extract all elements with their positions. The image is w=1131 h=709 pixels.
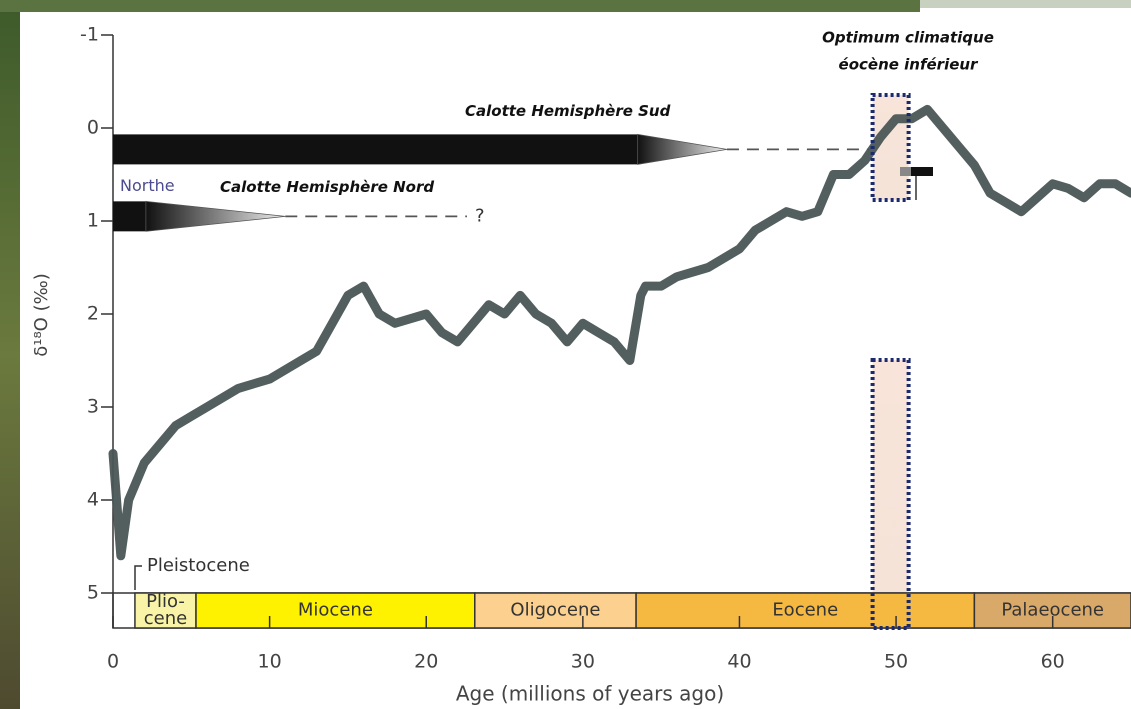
- epoch-label: cene: [144, 608, 187, 629]
- epoch-label: Miocene: [298, 600, 373, 621]
- optimum-outline: [870, 93, 911, 202]
- epoch-box: [635, 592, 976, 629]
- optimum-label: éocène inférieur: [839, 56, 980, 74]
- x-tick-label: 40: [727, 651, 751, 673]
- y-tick-label: 1: [87, 210, 99, 232]
- plot-area: Plio-cene Miocene Oligocene Eocene Palaeocen…: [80, 24, 1131, 673]
- background-photo: [0, 0, 20, 709]
- optimum-label: Optimum climatique: [822, 29, 994, 47]
- y-tick-label: 2: [87, 303, 99, 325]
- pleistocene-bracket: [134, 565, 142, 590]
- marker: [900, 167, 911, 176]
- epoch-label: Oligocene: [510, 600, 600, 621]
- ice-sheet-label: Calotte Hemisphère Nord: [220, 178, 434, 196]
- y-axis-label: δ¹⁸O (‰): [31, 273, 52, 357]
- ice-sheet-label: Calotte Hemisphère Sud: [465, 102, 671, 120]
- y-tick-label: -1: [80, 24, 99, 46]
- epoch-label: Palaeocene: [1001, 600, 1104, 621]
- epoch-box: [195, 592, 476, 629]
- y-tick-label: 5: [87, 582, 99, 604]
- y-tick-label: 0: [87, 117, 99, 139]
- marker: [911, 167, 933, 176]
- x-tick-label: 0: [107, 651, 119, 673]
- ice-sheet-solid: [113, 134, 638, 165]
- x-tick-label: 10: [258, 651, 282, 673]
- epoch-label: Eocene: [772, 600, 838, 621]
- y-tick-label: 4: [87, 489, 99, 511]
- ice-sheet-end-label: ?: [475, 205, 485, 226]
- background-photo: [0, 0, 920, 12]
- pleistocene-label: Pleistocene: [147, 555, 250, 576]
- y-tick-label: 3: [87, 396, 99, 418]
- ice-sheet-solid: [113, 201, 146, 232]
- ice-sheet-taper: [637, 133, 727, 165]
- epoch-label: Plio-: [146, 591, 185, 612]
- background-photo: [920, 0, 1131, 8]
- x-tick-label: 50: [884, 651, 908, 673]
- optimum-band: [872, 360, 909, 628]
- ice-sheet-taper: [145, 200, 286, 232]
- ice-sheet-partial-label: Northe: [120, 176, 175, 195]
- x-tick-label: 30: [571, 651, 595, 673]
- x-tick-label: 20: [414, 651, 438, 673]
- data-line: [108, 104, 1131, 561]
- x-tick-label: 60: [1041, 651, 1065, 673]
- epoch-box: [474, 592, 637, 629]
- x-axis-label: Age (millions of years ago): [456, 682, 724, 706]
- optimum-outline: [870, 358, 911, 630]
